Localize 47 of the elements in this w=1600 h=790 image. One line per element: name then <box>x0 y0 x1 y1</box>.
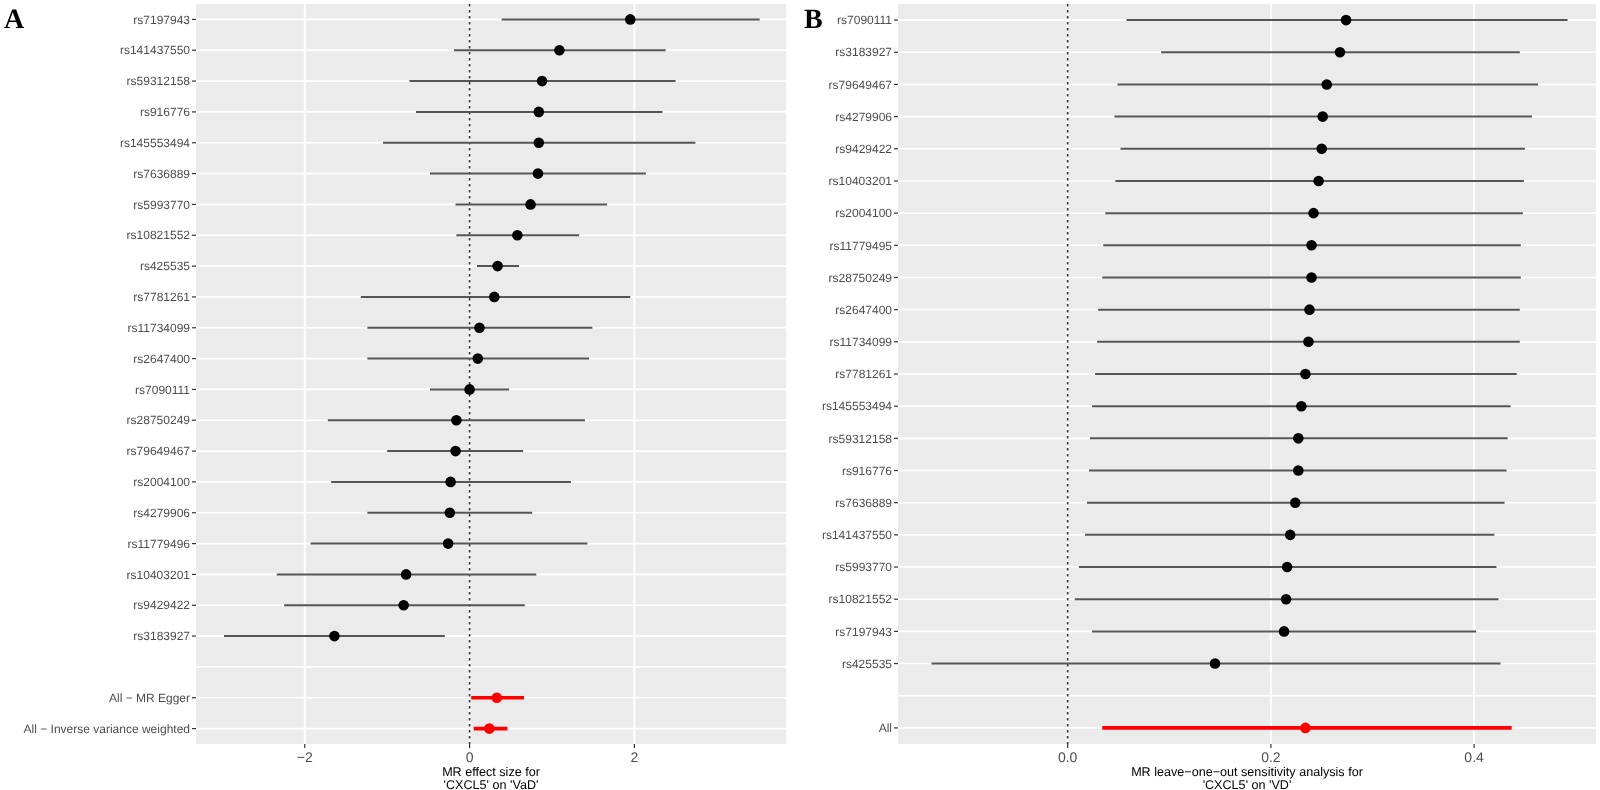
point <box>1313 175 1324 187</box>
point <box>1296 400 1307 412</box>
point <box>512 229 523 241</box>
point <box>329 630 340 642</box>
point <box>1321 79 1333 90</box>
point <box>1317 111 1328 122</box>
point <box>554 44 565 56</box>
point <box>1293 433 1304 444</box>
point <box>491 692 503 704</box>
point <box>444 507 456 519</box>
point <box>536 75 548 87</box>
point <box>484 723 495 734</box>
point <box>451 414 462 426</box>
chart-title: A <box>4 6 26 36</box>
point <box>400 569 412 580</box>
point <box>472 353 484 364</box>
point <box>489 291 500 303</box>
point <box>492 260 503 272</box>
point <box>474 322 485 334</box>
point <box>1303 336 1314 348</box>
point <box>1281 561 1293 573</box>
point <box>1304 304 1315 315</box>
point <box>1340 14 1352 26</box>
point <box>1300 722 1311 734</box>
chart-title: B <box>804 6 823 36</box>
point <box>533 106 545 118</box>
point <box>1284 529 1296 541</box>
point <box>525 199 536 210</box>
point <box>532 168 544 179</box>
point <box>533 137 545 149</box>
point <box>464 384 475 395</box>
point <box>1300 368 1311 380</box>
point <box>1306 240 1317 251</box>
point <box>1316 143 1327 155</box>
point <box>1280 593 1292 605</box>
point <box>1209 658 1221 669</box>
point <box>624 14 636 25</box>
point <box>1334 46 1346 58</box>
point <box>445 476 456 488</box>
point <box>1293 465 1304 476</box>
point <box>1289 497 1301 508</box>
point <box>1308 207 1319 219</box>
point <box>1278 626 1290 637</box>
point <box>398 599 409 611</box>
point <box>450 445 461 457</box>
point <box>442 538 454 549</box>
point <box>1306 272 1317 283</box>
